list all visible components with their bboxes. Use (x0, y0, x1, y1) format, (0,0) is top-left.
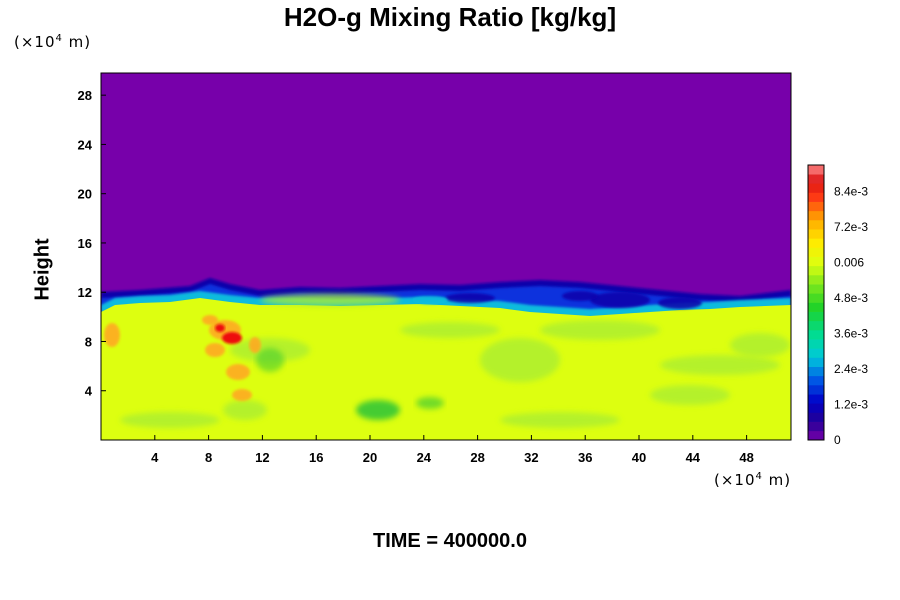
colorbar-level-9 (808, 357, 824, 367)
navy-patch-1 (590, 292, 650, 308)
pale-eddy-5 (540, 320, 660, 340)
green-eddy-3 (256, 348, 284, 372)
x-tick-label-28: 28 (470, 450, 484, 465)
colorbar-level-28 (808, 183, 824, 193)
colorbar-level-24 (808, 220, 824, 230)
colorbar-level-27 (808, 192, 824, 202)
x-tick-label-8: 8 (205, 450, 212, 465)
y-axis-ticks: 4 8 12 16 20 24 28 (78, 88, 106, 399)
x-tick-label-20: 20 (363, 450, 377, 465)
x-tick-label-32: 32 (524, 450, 538, 465)
pale-eddy-11 (223, 400, 267, 420)
colorbar-level-20 (808, 256, 824, 267)
colorbar-level-6 (808, 385, 824, 395)
colorbar-label-2: 1.2e-3 (834, 398, 868, 412)
chart-title: H2O-g Mixing Ratio [kg/kg] (283, 2, 617, 32)
red-core-1 (222, 332, 242, 344)
colorbar-level-25 (808, 210, 824, 221)
colorbar-level-10 (808, 348, 824, 358)
colorbar-level-30 (808, 165, 824, 175)
pale-eddy-10 (500, 412, 620, 428)
colorbar-level-15 (808, 302, 824, 312)
colorbar-level-2 (808, 421, 824, 432)
colorbar-level-5 (808, 394, 824, 404)
tropopause-cyan-band (101, 291, 791, 318)
pale-eddy-8 (650, 385, 730, 405)
x-tick-label-44: 44 (686, 450, 701, 465)
pale-eddy-2 (260, 294, 400, 306)
pale-eddy-3 (400, 322, 500, 338)
colorbar-label-7: 7.2e-3 (834, 220, 868, 234)
red-core-2 (215, 324, 225, 332)
orange-plume-7 (249, 337, 261, 353)
orange-plume-2 (205, 343, 225, 357)
y-tick-label-20: 20 (78, 187, 92, 202)
pale-eddy-4 (480, 338, 560, 382)
colorbar-level-22 (808, 238, 824, 248)
pale-eddy-7 (730, 333, 790, 357)
cyan-filament (412, 296, 448, 304)
colorbar-level-21 (808, 247, 824, 257)
colorbar-level-13 (808, 320, 824, 331)
x-tick-label-48: 48 (739, 450, 753, 465)
colorbar-level-1 (808, 430, 824, 441)
colorbar-level-26 (808, 201, 824, 212)
green-eddy-2 (416, 397, 444, 409)
x-tick-label-40: 40 (632, 450, 646, 465)
colorbar-frame (807, 164, 825, 441)
colorbar-level-23 (808, 229, 824, 239)
orange-plume-5 (104, 323, 120, 347)
y-tick-label-4: 4 (85, 384, 93, 399)
x-unit-label: (×104 m) (714, 471, 792, 489)
navy-patch-3 (445, 293, 495, 303)
plot-frame (100, 72, 792, 441)
y-tick-label-16: 16 (78, 236, 92, 251)
y-tick-label-12: 12 (78, 285, 92, 300)
colorbar: 0 1.2e-3 2.4e-3 3.6e-3 4.8e-3 0.006 7.2e-3 8.4e… (807, 164, 868, 447)
colorbar-level-7 (808, 375, 824, 386)
moisture-field (101, 73, 791, 440)
navy-patch-2 (658, 297, 702, 309)
colorbar-level-3 (808, 412, 824, 422)
colorbar-label-3: 2.4e-3 (834, 362, 868, 376)
colorbar-level-18 (808, 275, 824, 285)
colorbar-level-19 (808, 265, 824, 276)
green-eddy-1 (356, 400, 400, 420)
x-tick-label-24: 24 (417, 450, 432, 465)
x-tick-label-4: 4 (151, 450, 159, 465)
navy-patch-4 (562, 291, 598, 301)
orange-plume-3 (226, 364, 250, 380)
colorbar-level-4 (808, 403, 824, 413)
y-tick-label-8: 8 (85, 334, 92, 349)
colorbar-label-5: 4.8e-3 (834, 291, 868, 305)
time-label: TIME = 400000.0 (373, 530, 527, 552)
y-tick-label-24: 24 (78, 137, 93, 152)
x-tick-label-12: 12 (255, 450, 269, 465)
y-tick-label-28: 28 (78, 88, 92, 103)
colorbar-level-17 (808, 284, 824, 294)
colorbar-label-1: 0 (834, 433, 841, 447)
orange-plume-6 (202, 315, 218, 325)
colorbar-label-8: 8.4e-3 (834, 185, 868, 199)
orange-plume-4 (232, 389, 252, 401)
colorbar-level-16 (808, 293, 824, 303)
pale-eddy-9 (120, 412, 220, 428)
pale-eddy-6 (660, 355, 780, 375)
y-unit-label: (×104 m) (14, 33, 92, 51)
colorbar-label-4: 3.6e-3 (834, 327, 868, 341)
colorbar-level-29 (808, 174, 824, 184)
colorbar-label-6: 0.006 (834, 256, 864, 270)
colorbar-level-8 (808, 366, 824, 377)
colorbar-level-11 (808, 339, 824, 349)
colorbar-level-14 (808, 311, 824, 322)
x-axis-ticks: 4 8 12 16 20 24 28 32 36 40 44 48 (151, 435, 754, 465)
x-tick-label-16: 16 (309, 450, 323, 465)
colorbar-level-12 (808, 330, 824, 340)
x-tick-label-36: 36 (578, 450, 592, 465)
